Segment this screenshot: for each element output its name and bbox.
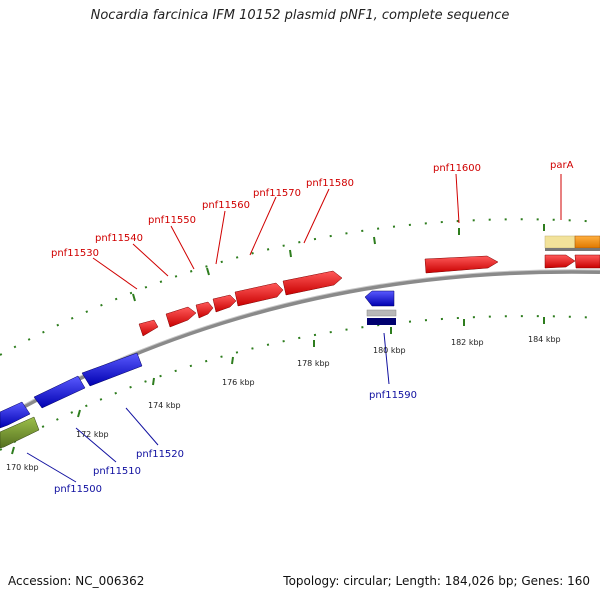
gene-label-pnf11580[interactable]: pnf11580 [306,178,354,189]
feature-parA-strip [545,248,600,251]
gene-pnf11540[interactable] [165,306,197,328]
gene-pnf11600[interactable] [424,255,499,274]
gene-label-pnf11520[interactable]: pnf11520 [136,449,184,460]
gene-parA[interactable] [544,254,576,269]
leader-pnf11580 [303,188,330,244]
scale-label: 176 kbp [222,378,255,387]
leader-pnf11590 [383,332,390,385]
feature-pnf11590-navy [367,318,396,325]
inner-gc-track [0,315,600,451]
gene-pnf11550[interactable] [195,301,214,319]
leader-pnf11600 [455,173,460,224]
leader-pnf11560 [215,210,226,265]
accession-text: Accession: NC_006362 [8,574,145,588]
plasmid-backbone [0,269,600,422]
gene-pnf11520[interactable] [81,352,143,387]
gene-label-pnf11500[interactable]: pnf11500 [54,484,102,495]
gene-green[interactable] [0,416,40,449]
major-tick [206,267,210,276]
gene-label-pnf11510[interactable]: pnf11510 [93,466,141,477]
gene-label-pnf11570[interactable]: pnf11570 [253,188,301,199]
topology-summary: Topology: circular; Length: 184,026 bp; … [283,574,590,588]
leader-pnf11550 [170,225,195,270]
gene-label-pnf11540[interactable]: pnf11540 [95,233,143,244]
feature-parA-orange[interactable] [574,235,600,249]
major-tick [289,249,292,258]
gene-pnf11510[interactable] [33,375,86,409]
map-title: Nocardia farcinica IFM 10152 plasmid pNF… [90,8,510,23]
major-tick [11,446,15,455]
gene-pnf11500[interactable] [0,401,31,429]
gene-after-parA[interactable] [574,254,600,269]
leader-pnf11510 [75,427,117,463]
scale-label: 174 kbp [148,401,181,410]
leader-pnf11530 [92,257,138,290]
major-tick [152,377,155,386]
gene-label-pnf11590[interactable]: pnf11590 [369,390,417,401]
major-tick [132,293,136,302]
scale-label: 172 kbp [76,430,109,439]
gene-label-pnf11550[interactable]: pnf11550 [148,215,196,226]
leader-pnf11500 [26,452,77,483]
gene-label-pnf11600[interactable]: pnf11600 [433,163,481,174]
leader-pnf11570 [249,196,277,256]
gene-label-pnf11530[interactable]: pnf11530 [51,248,99,259]
gene-pnf11590[interactable] [364,290,395,307]
scale-label: 184 kbp [528,335,561,344]
scale-label: 180 kbp [373,346,406,355]
scale-label: 170 kbp [6,463,39,472]
gene-pnf11580[interactable] [282,270,343,296]
leader-pnf11520 [125,407,159,446]
feature-pnf11590-grey [366,309,397,317]
gene-label-pnf11560[interactable]: pnf11560 [202,200,250,211]
major-tick [231,356,234,365]
scale-label: 178 kbp [297,359,330,368]
scale-label: 182 kbp [451,338,484,347]
leader-pnf11540 [132,243,169,277]
feature-parA-yellow[interactable] [544,235,576,249]
major-tick [373,236,376,245]
gene-pnf11530[interactable] [138,319,159,337]
gene-pnf11560[interactable] [212,294,237,313]
gene-label-parA[interactable]: parA [550,160,574,171]
major-tick [77,409,81,418]
gene-pnf11570[interactable] [234,282,284,307]
